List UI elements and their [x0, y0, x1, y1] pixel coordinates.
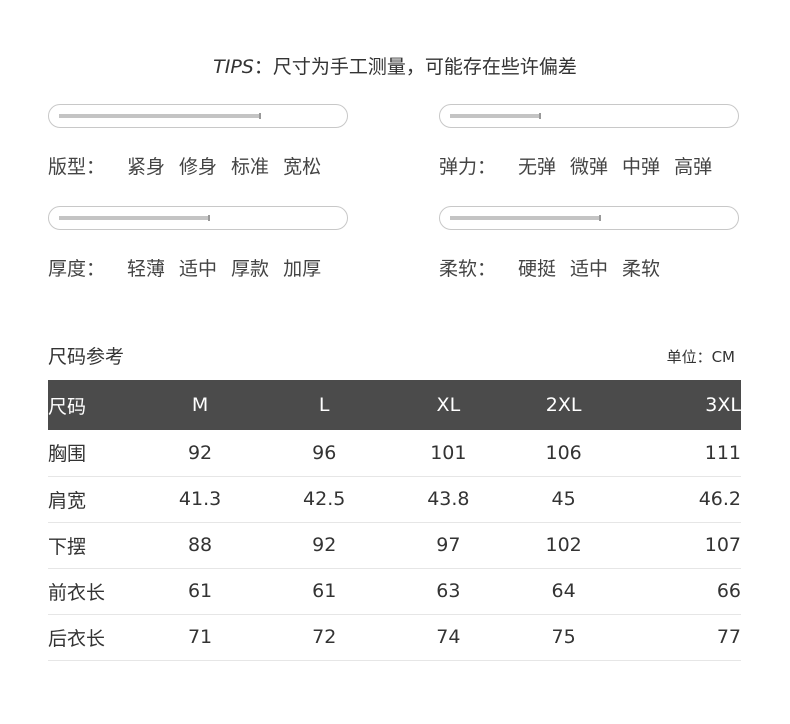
table-cell: 74	[386, 614, 511, 661]
column-header: 3XL	[616, 380, 741, 430]
level-fill	[59, 113, 261, 119]
table-cell: 96	[262, 430, 387, 477]
table-cell: 61	[138, 568, 263, 615]
table-row: 下摆 88 92 97 102 107	[48, 522, 741, 569]
table-cell: 106	[510, 430, 617, 477]
attribute-option: 高弹	[674, 156, 713, 178]
attribute-option: 硬挺	[518, 258, 557, 280]
table-cell: 61	[262, 568, 387, 615]
table-cell: 107	[616, 522, 741, 569]
attribute-option: 厚款	[231, 258, 270, 280]
table-cell: 102	[510, 522, 617, 569]
table-cell: 77	[616, 614, 741, 661]
column-header: 尺码	[48, 380, 138, 430]
table-cell: 46.2	[616, 476, 741, 523]
attribute-level-bar	[439, 206, 739, 230]
attribute-option: 加厚	[283, 258, 322, 280]
table-row: 胸围 92 96 101 106 111	[48, 430, 741, 477]
table-row: 前衣长 61 61 63 64 66	[48, 568, 741, 615]
attribute-option: 柔软	[622, 258, 661, 280]
attribute-option: 标准	[231, 156, 270, 178]
attribute-labels: 柔软： 硬挺 适中 柔软	[439, 254, 674, 281]
attribute-labels: 版型： 紧身 修身 标准 宽松	[48, 152, 335, 179]
table-cell: 101	[386, 430, 511, 477]
table-cell: 胸围	[48, 430, 138, 477]
table-cell: 41.3	[138, 476, 263, 523]
table-cell: 66	[616, 568, 741, 615]
attribute-option: 轻薄	[127, 258, 166, 280]
level-fill	[59, 215, 210, 221]
attribute-option: 中弹	[622, 156, 661, 178]
attribute-labels: 厚度： 轻薄 适中 厚款 加厚	[48, 254, 335, 281]
column-header: XL	[386, 380, 511, 430]
attribute-title: 弹力：	[439, 156, 497, 178]
size-table: 尺码 M L XL 2XL 3XL 胸围 92 96 101 106 111 肩宽 41.3 42.5 43.…	[48, 380, 741, 661]
tips-note: TIPS：尺寸为手工测量，可能存在些许偏差	[213, 56, 577, 78]
column-header: 2XL	[510, 380, 617, 430]
column-header: M	[138, 380, 263, 430]
table-cell: 72	[262, 614, 387, 661]
attribute-level-bar	[48, 104, 348, 128]
attribute-labels: 弹力： 无弹 微弹 中弹 高弹	[439, 152, 726, 179]
column-header: L	[262, 380, 387, 430]
table-cell: 63	[386, 568, 511, 615]
table-cell: 64	[510, 568, 617, 615]
attribute-option: 微弹	[570, 156, 609, 178]
table-cell: 97	[386, 522, 511, 569]
table-row: 后衣长 71 72 74 75 77	[48, 614, 741, 661]
table-row: 肩宽 41.3 42.5 43.8 45 46.2	[48, 476, 741, 523]
attribute-option: 宽松	[283, 156, 322, 178]
table-cell: 前衣长	[48, 568, 138, 615]
attribute-title: 柔软：	[439, 258, 497, 280]
level-fill	[450, 215, 601, 221]
attribute-option: 修身	[179, 156, 218, 178]
table-cell: 42.5	[262, 476, 387, 523]
table-cell: 43.8	[386, 476, 511, 523]
table-cell: 75	[510, 614, 617, 661]
level-fill	[450, 113, 541, 119]
table-cell: 92	[262, 522, 387, 569]
attribute-title: 版型：	[48, 156, 106, 178]
unit-label: 单位：CM	[666, 348, 735, 366]
table-cell: 后衣长	[48, 614, 138, 661]
attribute-option: 适中	[570, 258, 609, 280]
table-cell: 45	[510, 476, 617, 523]
attribute-option: 紧身	[127, 156, 166, 178]
table-cell: 71	[138, 614, 263, 661]
table-cell: 88	[138, 522, 263, 569]
table-cell: 肩宽	[48, 476, 138, 523]
attribute-level-bar	[439, 104, 739, 128]
size-chart-title: 尺码参考	[48, 346, 125, 368]
table-cell: 111	[616, 430, 741, 477]
attribute-option: 适中	[179, 258, 218, 280]
attribute-option: 无弹	[518, 156, 557, 178]
table-cell: 92	[138, 430, 263, 477]
attribute-level-bar	[48, 206, 348, 230]
table-cell: 下摆	[48, 522, 138, 569]
attribute-title: 厚度：	[48, 258, 106, 280]
